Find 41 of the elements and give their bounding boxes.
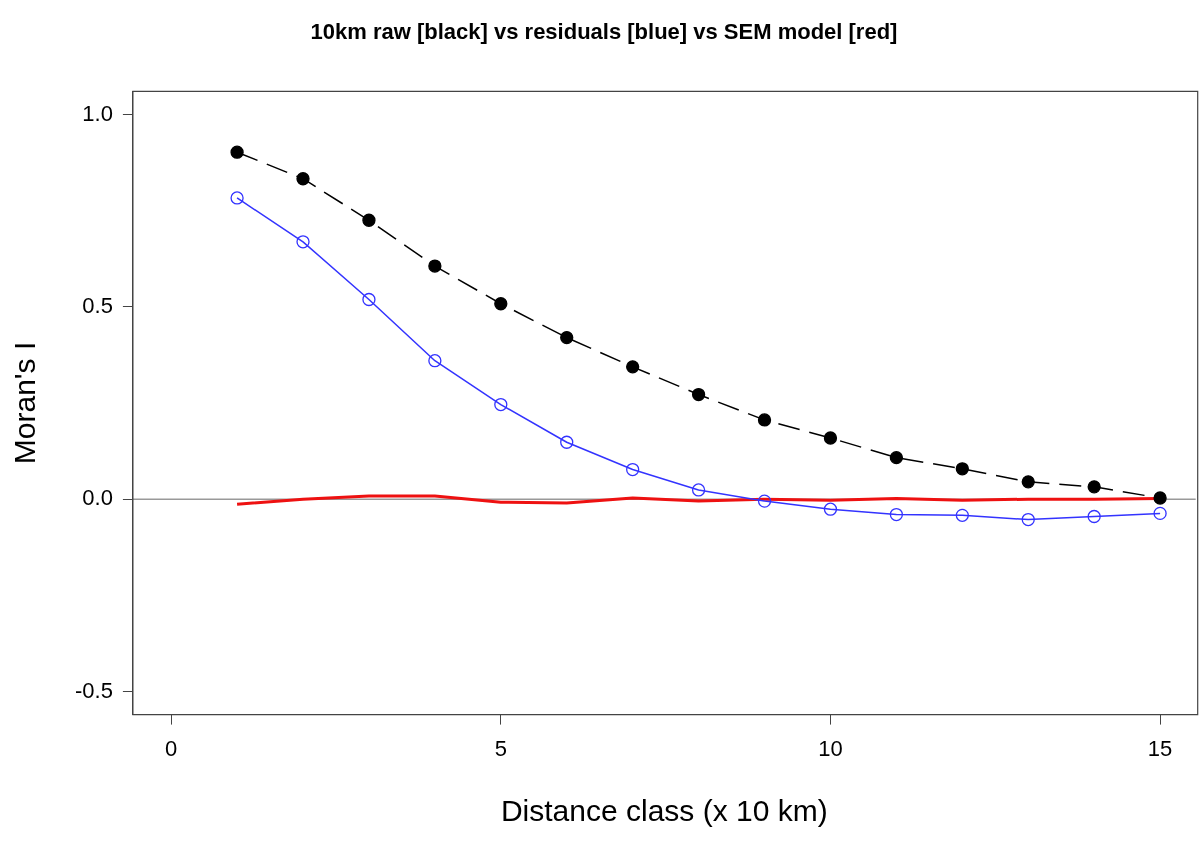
point <box>1021 475 1035 489</box>
chart-title: 10km raw [black] vs residuals [blue] vs SEM model [red] <box>310 19 898 45</box>
point <box>626 360 640 374</box>
point <box>1153 506 1167 521</box>
point <box>889 450 904 465</box>
point <box>428 259 442 273</box>
point <box>823 431 838 445</box>
point <box>691 483 706 497</box>
y-tick-label: -0.5 <box>74 677 113 703</box>
point <box>757 413 772 427</box>
x-axis-title: Distance class (x 10 km) <box>500 794 828 828</box>
x-tick-label: 5 <box>494 735 507 761</box>
point <box>428 354 442 368</box>
point <box>494 397 508 412</box>
y-axis-title: Moran's I <box>8 341 42 465</box>
point <box>296 235 310 249</box>
point <box>889 507 904 522</box>
point <box>362 292 376 307</box>
point <box>626 462 640 477</box>
point <box>823 502 838 516</box>
point <box>1021 512 1035 527</box>
point <box>1087 509 1101 524</box>
point <box>494 297 508 311</box>
x-tick-label: 10 <box>818 735 843 761</box>
point <box>1153 491 1167 505</box>
y-tick-label: 0.5 <box>82 292 113 318</box>
y-tick-label: 1.0 <box>82 100 113 126</box>
point <box>230 145 244 159</box>
point <box>691 387 706 402</box>
point <box>296 172 310 186</box>
y-tick-label: 0.0 <box>82 485 113 511</box>
point <box>560 330 574 345</box>
point <box>362 213 376 227</box>
point <box>757 494 772 508</box>
point <box>1087 480 1101 494</box>
point <box>560 435 574 449</box>
point <box>955 462 969 476</box>
point <box>955 508 969 522</box>
x-tick-label: 15 <box>1147 735 1173 761</box>
x-tick-label: 0 <box>165 735 178 761</box>
point <box>230 191 244 205</box>
